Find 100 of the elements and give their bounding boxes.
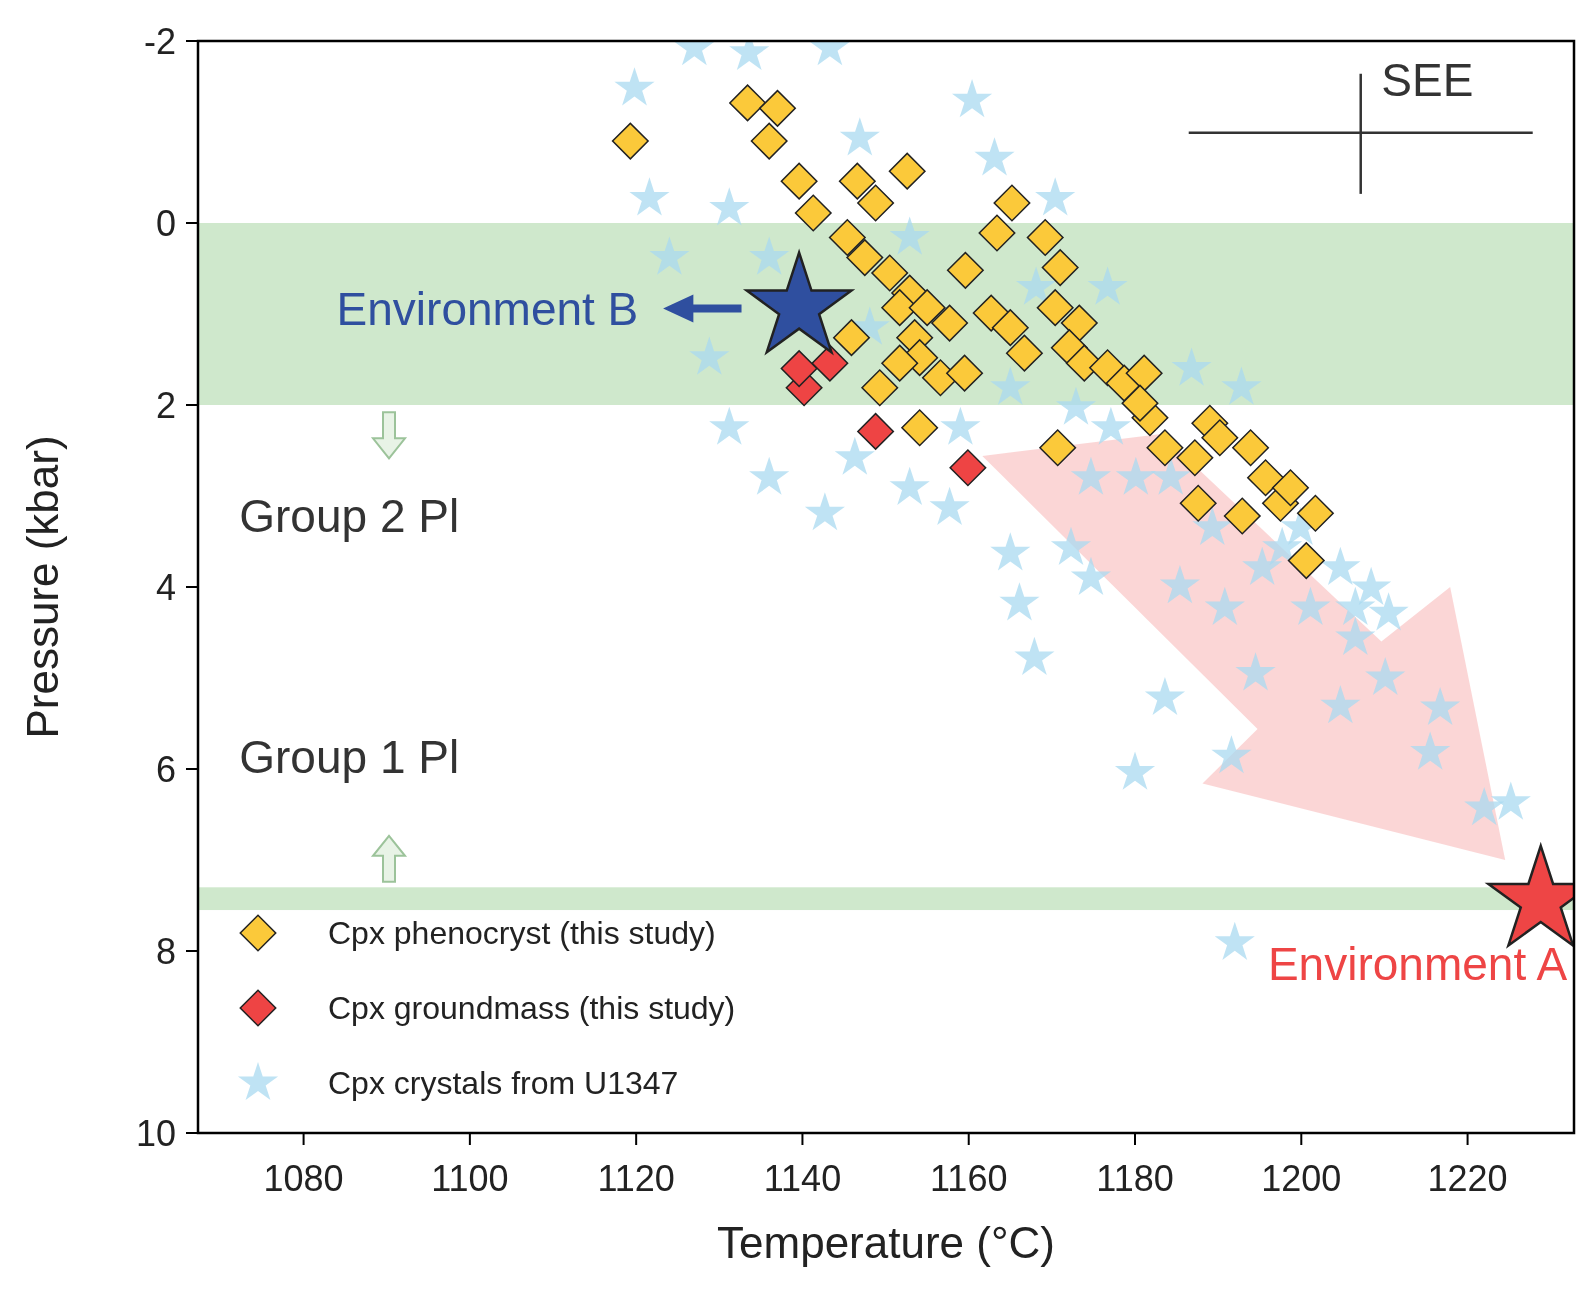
x-tick-label: 1180	[1096, 1158, 1174, 1199]
point	[949, 449, 987, 487]
point	[951, 79, 993, 118]
point	[780, 162, 818, 200]
point	[1420, 686, 1461, 726]
point	[881, 344, 919, 382]
point	[1204, 586, 1245, 625]
x-tick-label: 1080	[263, 1158, 344, 1199]
point	[649, 236, 690, 275]
x-tick-label: 1140	[763, 1158, 842, 1199]
y-tick-label: -2	[143, 20, 176, 62]
point	[1287, 542, 1325, 580]
annotation: Group 2 Pl	[239, 490, 460, 543]
point	[1320, 685, 1361, 724]
point	[709, 187, 750, 226]
point	[1490, 781, 1531, 820]
point	[1087, 266, 1128, 305]
point	[1039, 429, 1077, 467]
point	[1114, 751, 1156, 790]
point	[1223, 497, 1261, 535]
point	[1201, 419, 1239, 457]
point	[1115, 456, 1156, 495]
y-tick-label: 8	[155, 930, 176, 972]
point	[749, 236, 790, 275]
point	[974, 137, 1015, 176]
point	[871, 254, 909, 292]
point	[889, 216, 930, 255]
legend-label: Cpx crystals from U1347	[328, 1065, 679, 1102]
point	[794, 194, 832, 232]
point	[901, 409, 939, 447]
point	[1035, 177, 1076, 216]
y-tick-label: 10	[135, 1112, 176, 1154]
y-tick-label: 2	[155, 384, 176, 426]
point	[1214, 921, 1255, 960]
point	[709, 406, 750, 445]
y-tick-label: 6	[155, 748, 176, 790]
annotation: SEE	[1381, 53, 1474, 106]
point	[978, 214, 1016, 252]
point	[1041, 249, 1079, 287]
point	[1179, 484, 1217, 522]
legend-label: Cpx groundmass (this study)	[328, 990, 736, 1027]
point	[1176, 439, 1214, 477]
x-axis-title: Temperature (°C)	[717, 1218, 1055, 1267]
point	[828, 219, 866, 257]
point	[846, 239, 884, 277]
point	[1410, 731, 1451, 770]
point	[1221, 366, 1262, 405]
point	[1171, 347, 1212, 386]
point	[993, 184, 1031, 222]
point	[889, 466, 930, 505]
legend-label: Cpx phenocryst (this study)	[328, 915, 716, 952]
point	[749, 456, 790, 495]
point	[940, 406, 981, 445]
point	[1016, 266, 1057, 305]
annotation: Environment B	[336, 282, 639, 335]
point	[999, 582, 1040, 621]
point	[1296, 494, 1334, 532]
point	[1121, 384, 1159, 422]
point	[729, 84, 767, 122]
point	[1242, 546, 1283, 585]
point	[750, 122, 788, 160]
point	[1232, 429, 1270, 467]
y-axis-title: Pressure (kbar)	[18, 435, 67, 739]
point	[759, 89, 796, 127]
point	[1351, 566, 1392, 605]
point	[1026, 219, 1064, 257]
point	[990, 366, 1031, 405]
point	[972, 294, 1010, 332]
point	[838, 162, 876, 200]
point	[991, 309, 1029, 347]
point	[1070, 556, 1112, 595]
point	[1335, 616, 1376, 656]
point	[611, 122, 649, 160]
point	[1368, 592, 1409, 631]
point	[1271, 469, 1309, 507]
point	[857, 184, 895, 222]
point	[929, 486, 970, 525]
point	[946, 251, 984, 289]
x-tick-label: 1220	[1427, 1158, 1508, 1199]
annotation: Environment A	[1267, 938, 1568, 991]
point	[1262, 526, 1303, 565]
x-tick-label: 1160	[930, 1158, 1008, 1199]
point	[857, 412, 895, 450]
point	[1335, 586, 1376, 625]
point	[1144, 676, 1186, 716]
point	[1070, 456, 1112, 495]
point	[1050, 526, 1092, 565]
point	[629, 177, 670, 216]
point	[811, 344, 849, 382]
point	[1125, 354, 1163, 392]
point	[1235, 652, 1276, 691]
point	[888, 152, 926, 190]
point	[931, 304, 969, 342]
annotation: Group 1 Pl	[239, 730, 460, 783]
point	[780, 350, 818, 388]
point	[1005, 334, 1043, 372]
point	[908, 289, 946, 327]
x-tick-label: 1200	[1261, 1158, 1342, 1199]
point	[1365, 656, 1406, 696]
y-tick-label: 4	[155, 566, 176, 608]
